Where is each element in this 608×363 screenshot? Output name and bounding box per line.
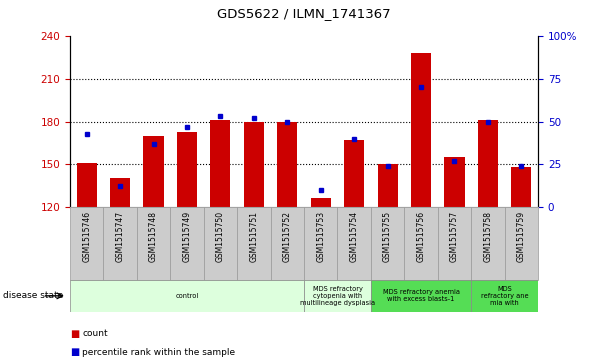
Text: MDS refractory
cytopenia with
multilineage dysplasia: MDS refractory cytopenia with multilinea… xyxy=(300,286,375,306)
Bar xyxy=(311,198,331,207)
Bar xyxy=(505,207,538,280)
Bar xyxy=(304,280,371,312)
Bar xyxy=(471,207,505,280)
Text: count: count xyxy=(82,330,108,338)
Bar xyxy=(471,280,538,312)
Bar xyxy=(404,207,438,280)
Bar xyxy=(170,207,204,280)
Bar xyxy=(77,163,97,207)
Bar xyxy=(70,280,304,312)
Text: ■: ■ xyxy=(70,329,79,339)
Bar xyxy=(244,122,264,207)
Bar xyxy=(271,207,304,280)
Bar xyxy=(277,122,297,207)
Text: control: control xyxy=(175,293,199,299)
Text: disease state: disease state xyxy=(3,291,63,300)
Bar xyxy=(70,207,103,280)
Text: GSM1515750: GSM1515750 xyxy=(216,211,225,262)
Text: GSM1515757: GSM1515757 xyxy=(450,211,459,262)
Text: GSM1515751: GSM1515751 xyxy=(249,211,258,261)
Text: GSM1515746: GSM1515746 xyxy=(82,211,91,262)
Bar xyxy=(438,207,471,280)
Text: GSM1515752: GSM1515752 xyxy=(283,211,292,261)
Text: GSM1515749: GSM1515749 xyxy=(182,211,192,262)
Bar xyxy=(110,179,130,207)
Bar xyxy=(344,140,364,207)
Text: percentile rank within the sample: percentile rank within the sample xyxy=(82,348,235,356)
Bar xyxy=(511,167,531,207)
Bar xyxy=(337,207,371,280)
Bar xyxy=(411,53,431,207)
Bar xyxy=(177,131,197,207)
Bar xyxy=(210,120,230,207)
Text: GSM1515754: GSM1515754 xyxy=(350,211,359,262)
Bar xyxy=(304,207,337,280)
Text: GSM1515758: GSM1515758 xyxy=(483,211,492,261)
Text: GSM1515747: GSM1515747 xyxy=(116,211,125,262)
Text: GSM1515753: GSM1515753 xyxy=(316,211,325,262)
Text: GSM1515756: GSM1515756 xyxy=(416,211,426,262)
Bar xyxy=(143,136,164,207)
Bar xyxy=(103,207,137,280)
Bar xyxy=(371,280,471,312)
Bar xyxy=(371,207,404,280)
Text: ■: ■ xyxy=(70,347,79,357)
Bar xyxy=(478,120,498,207)
Text: GSM1515748: GSM1515748 xyxy=(149,211,158,261)
Bar xyxy=(237,207,271,280)
Bar xyxy=(204,207,237,280)
Bar xyxy=(444,157,465,207)
Text: MDS refractory anemia
with excess blasts-1: MDS refractory anemia with excess blasts… xyxy=(382,289,460,302)
Bar xyxy=(378,164,398,207)
Text: MDS
refractory ane
mia with: MDS refractory ane mia with xyxy=(481,286,528,306)
Text: GSM1515759: GSM1515759 xyxy=(517,211,526,262)
Text: GDS5622 / ILMN_1741367: GDS5622 / ILMN_1741367 xyxy=(217,7,391,20)
Text: GSM1515755: GSM1515755 xyxy=(383,211,392,262)
Bar xyxy=(137,207,170,280)
